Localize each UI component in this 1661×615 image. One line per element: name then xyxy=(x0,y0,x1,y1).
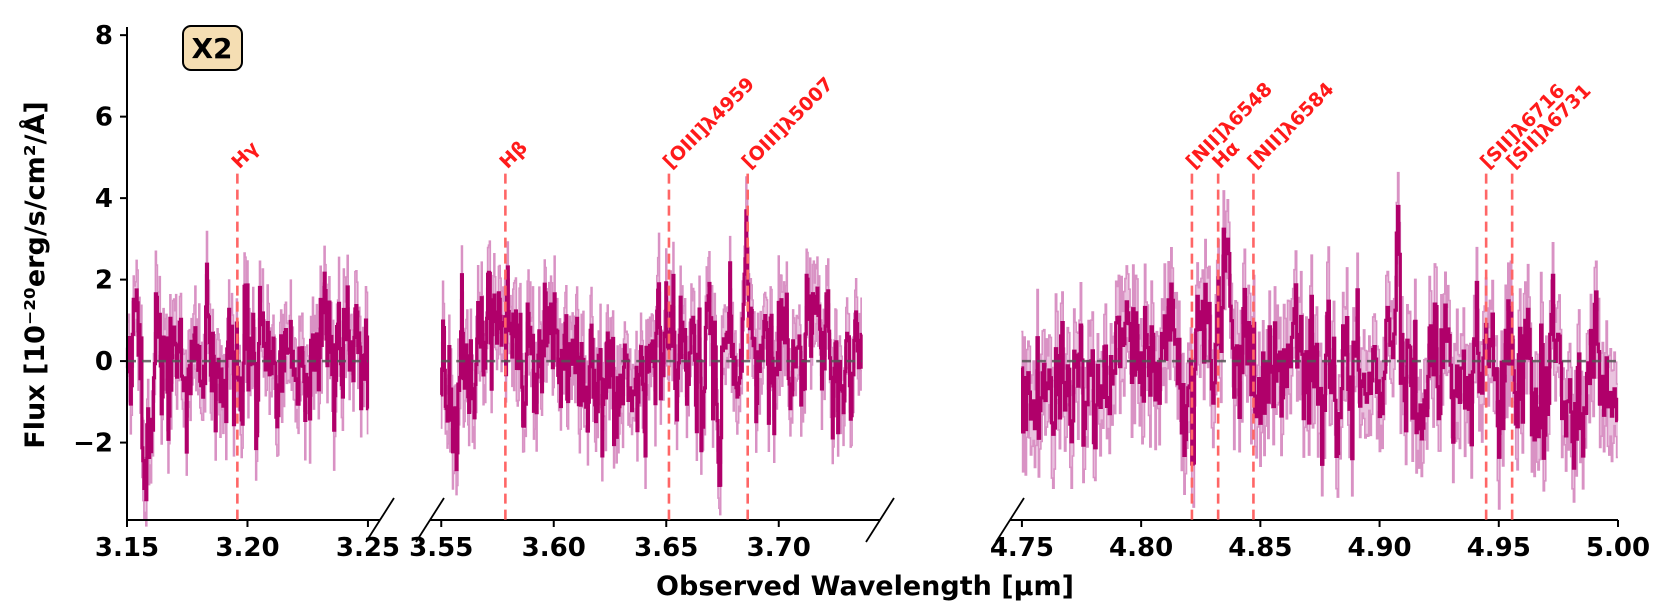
axis-break-mark xyxy=(365,497,395,543)
x-tick-label: 3.20 xyxy=(215,533,279,563)
spectrum-panel: 4.75 4.80 4.85 4.90 4.95 5.00 xyxy=(990,171,1650,563)
object-badge-box xyxy=(182,25,243,71)
x-tick-label: 3.65 xyxy=(634,533,698,563)
axis-break-mark xyxy=(865,497,895,543)
y-axis-label: Flux [10⁻²⁰erg/s/cm²/Å] xyxy=(19,101,51,448)
error-lower xyxy=(440,243,862,516)
x-tick-label: 4.75 xyxy=(990,533,1054,563)
y-tick-label: 2 xyxy=(95,266,113,296)
x-tick-label: 3.15 xyxy=(95,533,159,563)
spectrum-line xyxy=(125,262,370,502)
x-tick-label: 3.55 xyxy=(409,533,473,563)
emission-line-label: Hβ xyxy=(495,137,531,173)
x-tick-label: 5.00 xyxy=(1586,533,1650,563)
y-tick-label: −2 xyxy=(73,429,113,459)
y-tick-label: 0 xyxy=(95,347,113,377)
spectrum-line xyxy=(1021,204,1619,470)
x-tick-label: 4.80 xyxy=(1109,533,1173,563)
y-tick-label: 6 xyxy=(95,103,113,133)
y-tick-label: 4 xyxy=(95,184,113,214)
object-badge-label: X2 xyxy=(191,32,232,65)
x-tick-label: 4.85 xyxy=(1228,533,1292,563)
x-tick-label: 3.70 xyxy=(747,533,811,563)
object-badge: X2 xyxy=(182,25,243,71)
y-tick-label: 8 xyxy=(95,21,113,51)
x-tick-label: 4.90 xyxy=(1347,533,1411,563)
axis-break-mark xyxy=(995,497,1025,543)
axis-break-mark xyxy=(415,497,445,543)
emission-line-label: Hγ xyxy=(227,137,263,173)
spectrum-panel: 3.55 3.60 3.65 3.70 xyxy=(409,176,895,563)
x-axis-label: Observed Wavelength [μm] xyxy=(656,571,1074,602)
x-tick-label: 3.60 xyxy=(522,533,586,563)
x-tick-label: 4.95 xyxy=(1467,533,1531,563)
